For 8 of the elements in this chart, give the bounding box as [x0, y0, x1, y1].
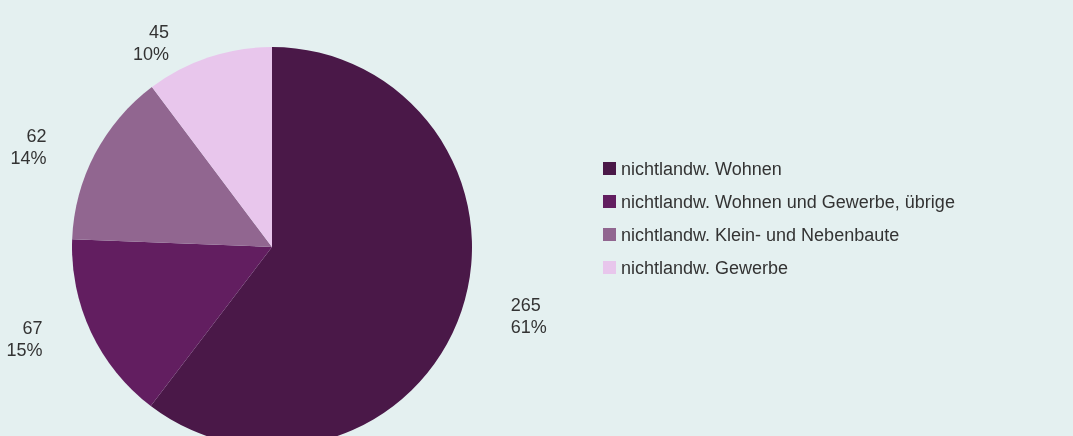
data-label: 67 15% [6, 317, 43, 360]
data-label: 45 10% [132, 22, 169, 65]
legend-label: nichtlandw. Klein- und Nebenbaute [621, 224, 900, 245]
legend-label: nichtlandw. Wohnen und Gewerbe, übrige [621, 191, 955, 212]
legend-label: nichtlandw. Gewerbe [621, 257, 789, 278]
data-label: 62 14% [10, 126, 47, 169]
legend-label: nichtlandw. Wohnen [621, 158, 782, 179]
data-label: 265 61% [510, 294, 547, 337]
